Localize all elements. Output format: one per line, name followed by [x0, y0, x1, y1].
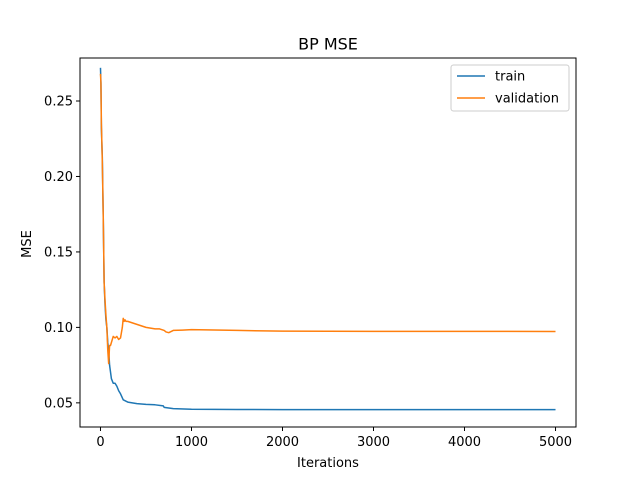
chart-title: BP MSE [298, 35, 358, 54]
plot-frame [79, 57, 577, 428]
legend: train validation [450, 64, 570, 112]
y-tick-label: 0.05 [44, 396, 73, 411]
legend-label-validation: validation [495, 92, 559, 107]
x-tick-label: 0 [96, 435, 104, 450]
x-axis-title: Iterations [297, 456, 359, 471]
y-ticks: 0.05 0.10 0.15 0.20 0.25 [44, 95, 80, 411]
series-line-validation [99, 73, 556, 365]
y-tick-label: 0.25 [44, 95, 73, 110]
y-tick-label: 0.10 [44, 321, 73, 336]
y-tick-label: 0.20 [44, 170, 73, 185]
x-tick-label: 3000 [357, 435, 390, 450]
y-tick-label: 0.15 [44, 245, 73, 260]
legend-label-train: train [495, 70, 525, 85]
y-axis-title: MSE [20, 230, 35, 258]
x-tick-label: 1000 [175, 435, 208, 450]
x-tick-label: 5000 [539, 435, 572, 450]
x-tick-label: 2000 [266, 435, 299, 450]
x-ticks: 0 1000 2000 3000 4000 5000 [96, 427, 572, 450]
plot-lines [99, 67, 556, 411]
x-tick-label: 4000 [448, 435, 481, 450]
